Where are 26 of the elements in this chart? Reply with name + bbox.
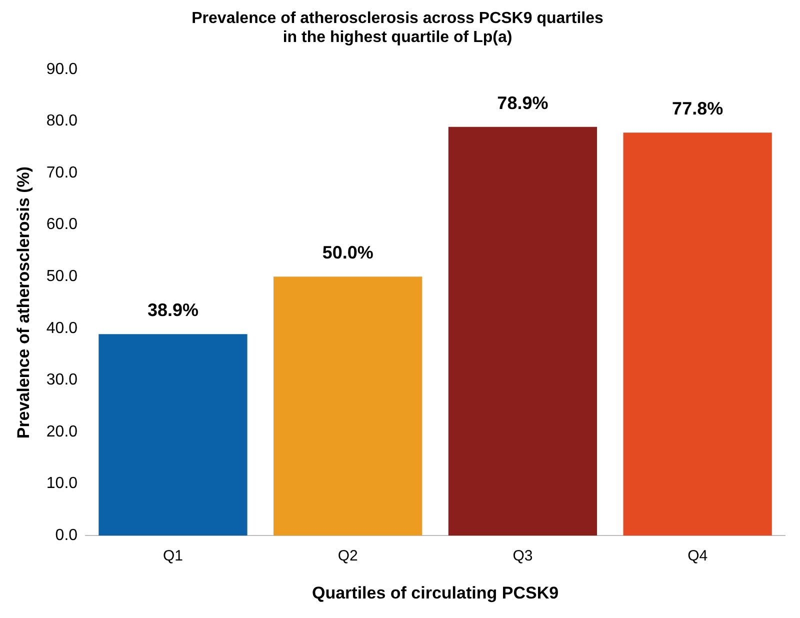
data-label: 38.9% [147,300,198,320]
y-axis-title: Prevalence of atherosclerosis (%) [14,166,33,439]
bar [98,334,248,536]
y-tick-label: 40.0 [46,320,78,337]
data-label: 50.0% [322,242,374,263]
y-tick-label: 30.0 [46,372,78,389]
x-axis-title: Quartiles of circulating PCSK9 [312,583,559,602]
x-tick-label: Q3 [512,548,533,565]
x-tick-label: Q2 [338,548,358,565]
text: in the highest quartile of Lp(a) [282,29,512,46]
bar [623,132,772,536]
x-tick-label: Q1 [162,548,183,565]
x-tick-label: Q4 [688,548,708,565]
y-tick-label: 0.0 [55,527,78,544]
text: Prevalence of atherosclerosis across PCSK9 quartiles [192,10,604,28]
y-tick-label: 60.0 [46,216,78,234]
y-tick-label: 80.0 [46,112,78,130]
y-tick-label: 50.0 [46,268,78,286]
y-tick-label: 20.0 [46,423,78,440]
bar [274,276,422,536]
y-tick-label: 70.0 [46,164,78,182]
y-tick-label: 90.0 [46,60,78,78]
data-label: 77.8% [672,98,724,119]
y-tick-label: 10.0 [46,475,78,492]
data-label: 78.9% [497,92,548,113]
bar [448,126,598,536]
